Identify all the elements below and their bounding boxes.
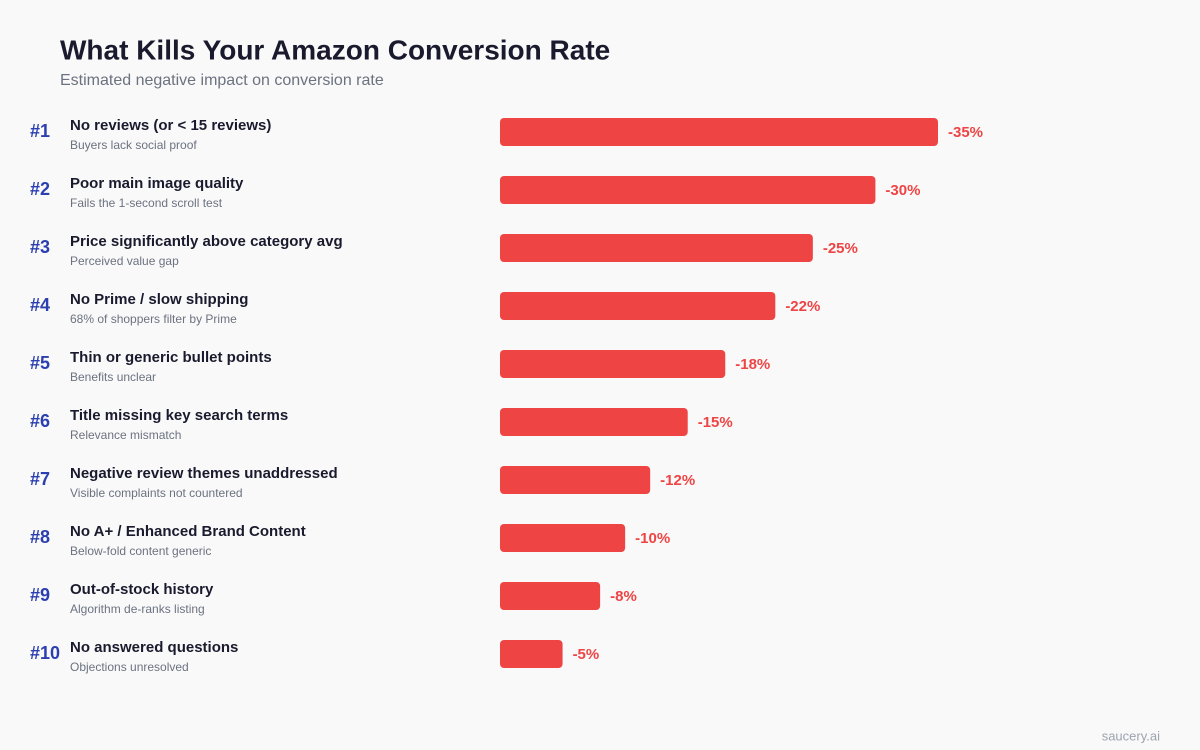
category-description: Visible complaints not countered	[70, 486, 243, 500]
rank: #4	[30, 295, 50, 315]
bar	[500, 292, 776, 320]
rank: #6	[30, 411, 50, 431]
category-label: No reviews (or < 15 reviews)	[70, 117, 271, 134]
chart-subtitle: Estimated negative impact on conversion …	[60, 72, 384, 89]
category-label: No Prime / slow shipping	[70, 291, 248, 308]
category-label: Out-of-stock history	[70, 581, 214, 598]
rank: #1	[30, 121, 50, 141]
rank: #3	[30, 237, 50, 257]
category-description: Benefits unclear	[70, 370, 156, 384]
category-label: Poor main image quality	[70, 175, 244, 192]
category-description: Objections unresolved	[70, 660, 189, 674]
category-description: Fails the 1-second scroll test	[70, 196, 223, 210]
bar	[500, 408, 688, 436]
bar	[500, 234, 813, 262]
bar	[500, 176, 876, 204]
category-description: 68% of shoppers filter by Prime	[70, 312, 237, 326]
category-description: Algorithm de-ranks listing	[70, 602, 205, 616]
footer: saucery.ai	[1102, 728, 1160, 743]
rank: #7	[30, 469, 50, 489]
category-label: No A+ / Enhanced Brand Content	[70, 523, 306, 540]
rank: #9	[30, 585, 50, 605]
category-label: Price significantly above category avg	[70, 233, 343, 250]
category-description: Buyers lack social proof	[70, 138, 197, 152]
category-label: No answered questions	[70, 639, 238, 656]
bar	[500, 640, 563, 668]
value-label: -22%	[785, 298, 820, 315]
value-label: -5%	[573, 646, 600, 663]
value-label: -10%	[635, 530, 670, 547]
bar	[500, 118, 938, 146]
bar	[500, 582, 601, 610]
bar	[500, 466, 651, 494]
category-label: Thin or generic bullet points	[70, 349, 272, 366]
value-label: -8%	[610, 588, 637, 605]
value-label: -25%	[823, 240, 858, 257]
bar	[500, 350, 726, 378]
category-label: Negative review themes unaddressed	[70, 465, 338, 482]
rank: #5	[30, 353, 50, 373]
value-label: -18%	[735, 356, 770, 373]
value-label: -12%	[660, 472, 695, 489]
value-label: -30%	[885, 182, 920, 199]
value-label: -15%	[698, 414, 733, 431]
rank: #10	[30, 643, 60, 663]
rank: #2	[30, 179, 50, 199]
chart-title: What Kills Your Amazon Conversion Rate	[60, 34, 610, 65]
category-description: Relevance mismatch	[70, 428, 181, 442]
rank: #8	[30, 527, 50, 547]
category-label: Title missing key search terms	[70, 407, 288, 424]
bar	[500, 524, 626, 552]
category-description: Perceived value gap	[70, 254, 179, 268]
value-label: -35%	[948, 124, 983, 141]
category-description: Below-fold content generic	[70, 544, 211, 558]
